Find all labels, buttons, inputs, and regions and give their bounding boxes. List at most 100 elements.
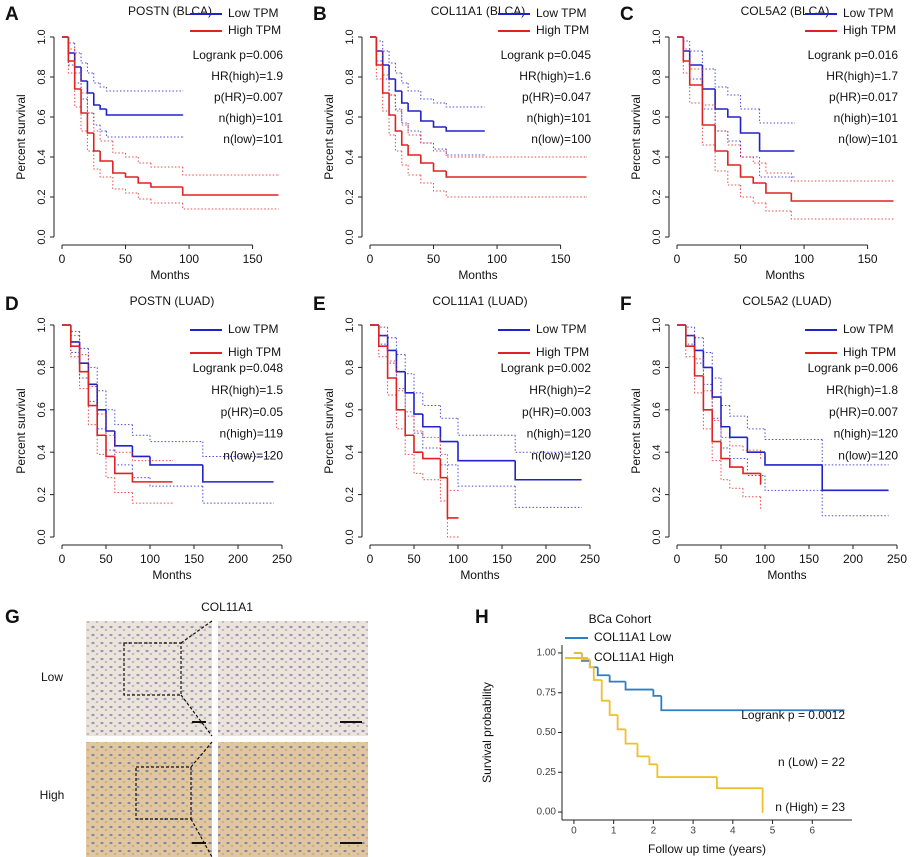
annotation: Logrank p=0.016 <box>808 48 899 62</box>
survival-step <box>70 325 80 343</box>
survival-step <box>99 151 113 162</box>
ci-lower <box>125 189 139 194</box>
ci-upper <box>446 454 458 491</box>
ci-lower <box>685 325 695 358</box>
ci-upper <box>74 49 82 74</box>
survival-step <box>420 155 434 164</box>
ci-lower <box>689 73 703 104</box>
x-tick-label: 2 <box>651 826 657 837</box>
survival-step <box>716 777 763 790</box>
row-label: High <box>40 788 65 802</box>
x-tick-label: 100 <box>140 552 160 566</box>
ci-lower <box>740 141 760 158</box>
y-tick-label: 0.00 <box>537 807 557 818</box>
survival-step <box>714 89 728 110</box>
survival-step <box>131 445 150 458</box>
ci-upper <box>394 63 402 74</box>
survival-step <box>105 409 115 432</box>
survival-step <box>727 109 741 118</box>
x-tick-label: 150 <box>492 552 512 566</box>
x-axis-label: Months <box>152 568 191 582</box>
ci-upper <box>86 63 94 74</box>
legend-label: Low TPM <box>843 6 893 20</box>
survival-step <box>727 151 741 166</box>
ci-upper <box>702 337 713 354</box>
ci-lower <box>790 211 893 220</box>
survival-step <box>86 81 94 94</box>
survival-step <box>685 325 695 337</box>
survival-step <box>80 67 88 82</box>
y-tick-label: 0.8 <box>344 69 356 84</box>
x-tick-label: 250 <box>580 552 600 566</box>
panel-letter: A <box>5 4 19 25</box>
ci-lower <box>711 384 721 419</box>
x-tick-label: 6 <box>809 826 815 837</box>
ci-upper <box>694 335 704 360</box>
ci-lower <box>74 73 82 108</box>
annotation: p(HR)=0.017 <box>829 90 898 104</box>
survival-step <box>739 117 760 134</box>
x-tick-label: 250 <box>887 552 907 566</box>
annotation: p(HR)=0.007 <box>829 405 898 419</box>
ci-lower <box>765 203 792 212</box>
survival-step <box>688 61 703 86</box>
legend-label: High TPM <box>536 345 589 359</box>
survival-step <box>422 414 441 428</box>
survival-step <box>105 109 183 116</box>
annotation: Logrank p=0.048 <box>193 361 284 375</box>
ci-lower <box>387 356 397 396</box>
y-tick-label: 1.0 <box>344 317 356 332</box>
ci-upper <box>80 73 88 94</box>
y-tick-label: 0.0 <box>344 229 356 244</box>
survival-step <box>445 127 485 132</box>
y-tick-label: 0.25 <box>537 767 557 778</box>
survival-step <box>588 659 594 669</box>
ci-upper <box>87 354 98 387</box>
legend-label: Low TPM <box>843 322 893 336</box>
y-tick-label: 1.0 <box>344 29 356 44</box>
ci-upper <box>378 325 388 328</box>
ci-upper <box>105 390 115 411</box>
annotation: p(HR)=0.047 <box>522 90 591 104</box>
y-tick-label: 0.6 <box>344 109 356 124</box>
annotation: n(high)=120 <box>527 427 592 441</box>
ci-lower <box>682 37 690 74</box>
survival-step <box>386 346 397 379</box>
ci-upper <box>114 409 133 426</box>
y-axis-label: Survival probability <box>480 682 494 783</box>
y-axis-label: Percent survival <box>14 94 28 179</box>
survival-step <box>87 363 98 386</box>
ci-lower <box>99 169 113 178</box>
ci-upper <box>682 37 690 42</box>
survival-step <box>67 37 75 54</box>
ci-upper <box>752 157 766 164</box>
annotation: n(high)=101 <box>219 111 284 125</box>
y-axis-label: Percent survival <box>629 94 643 179</box>
ci-lower <box>114 477 133 493</box>
ci-upper <box>746 416 765 430</box>
ci-lower <box>727 131 741 142</box>
x-axis-label: Months <box>460 568 499 582</box>
ci-lower <box>388 111 396 136</box>
y-tick-label: 0.0 <box>36 229 48 244</box>
ci-upper <box>433 99 447 104</box>
x-tick-label: 200 <box>843 552 863 566</box>
survival-step <box>701 85 716 126</box>
ci-upper <box>150 163 183 168</box>
ci-upper <box>388 51 396 64</box>
ci-lower <box>382 79 390 112</box>
ci-lower <box>445 191 586 198</box>
ci-lower <box>433 143 447 150</box>
x-tick-label: 50 <box>714 552 728 566</box>
y-tick-label: 0.2 <box>36 487 48 502</box>
x-axis-label: Months <box>458 268 497 282</box>
survival-step <box>764 452 823 466</box>
y-tick-label: 0.75 <box>537 687 557 698</box>
annotation: HR(high)=1.7 <box>826 69 898 83</box>
survival-step <box>404 409 414 437</box>
ci-upper <box>79 331 89 349</box>
annotation: p(HR)=0.007 <box>214 90 283 104</box>
ci-upper <box>114 435 133 453</box>
x-tick-label: 100 <box>794 252 814 266</box>
